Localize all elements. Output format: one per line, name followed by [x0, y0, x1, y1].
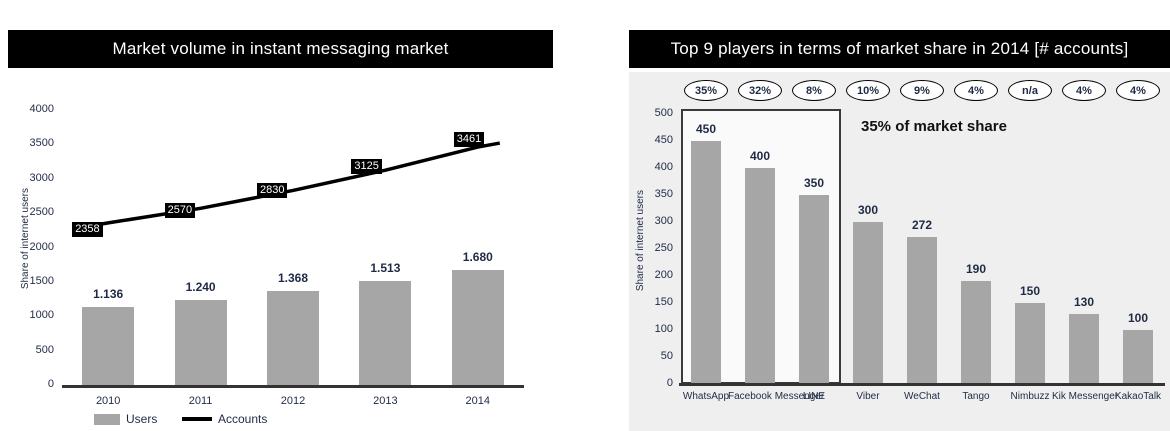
- x-tick-label: Tango: [962, 391, 990, 402]
- x-tick-label: Facebook Messenger: [728, 391, 825, 402]
- legend-accounts-label: Accounts: [218, 412, 268, 426]
- legend-users-label: Users: [126, 412, 158, 426]
- right-chart-panel: Top 9 players in terms of market share i…: [612, 0, 1170, 431]
- x-tick-label: 2013: [373, 395, 398, 407]
- teen-share-badge: n/a: [1008, 80, 1052, 101]
- bar-value-label: 1.368: [277, 270, 309, 285]
- right-x-axis-line: [679, 383, 1165, 386]
- teen-share-badge: 4%: [1062, 80, 1106, 101]
- teen-share-badge: 8%: [792, 80, 836, 101]
- users-swatch-icon: [94, 413, 120, 425]
- y-tick-label: 450: [654, 134, 673, 146]
- accounts-line-icon: [182, 417, 212, 421]
- y-tick-label: 3500: [29, 137, 54, 150]
- line-value-label: 2830: [257, 183, 288, 199]
- bar-value-label: 1.680: [462, 249, 493, 264]
- bar-value-label: 1.136: [93, 286, 124, 301]
- bar-value-label: 400: [749, 149, 771, 163]
- x-tick-label: WeChat: [904, 391, 940, 402]
- line-value-label: 3461: [453, 132, 485, 148]
- y-tick-label: 2000: [29, 240, 54, 253]
- bar: [1123, 330, 1153, 384]
- line-value-label: 2570: [164, 203, 196, 219]
- teen-share-badge: 4%: [1116, 80, 1160, 101]
- left-plot-area: [62, 110, 524, 385]
- y-tick-label: 1500: [29, 274, 54, 287]
- x-tick-label: Nimbuzz: [1010, 391, 1050, 402]
- bar-value-label: 300: [857, 203, 879, 217]
- left-chart-title: Market volume in instant messaging marke…: [8, 30, 553, 68]
- bar: [451, 269, 504, 385]
- bar-value-label: 1.240: [185, 279, 216, 294]
- bar: [174, 299, 227, 385]
- y-tick-label: 500: [35, 343, 54, 356]
- y-tick-label: 2500: [29, 206, 54, 219]
- teen-share-badge: 10%: [846, 80, 890, 101]
- right-chart-title: Top 9 players in terms of market share i…: [629, 30, 1170, 68]
- bar-value-label: 272: [911, 218, 933, 233]
- right-plot-canvas: Share of internet users 0 50 100 150 200 250 3…: [629, 72, 1170, 431]
- teen-share-badge: 4%: [954, 80, 998, 101]
- x-tick-label: 2012: [280, 395, 306, 407]
- x-tick-label: KakaoTalk: [1114, 391, 1162, 402]
- bar-value-label: 450: [695, 122, 717, 136]
- bar: [745, 168, 775, 384]
- bar: [82, 306, 135, 385]
- bar-value-label: 130: [1073, 294, 1095, 309]
- x-tick-label: Viber: [856, 391, 880, 402]
- x-tick-label: 2010: [95, 395, 121, 407]
- teen-share-badge: 9%: [900, 80, 944, 101]
- legend-users: Users: [94, 412, 157, 426]
- y-tick-label: 150: [654, 296, 673, 308]
- y-tick-label: 1000: [29, 309, 54, 322]
- y-tick-label: 300: [654, 215, 673, 227]
- bar: [267, 290, 319, 385]
- line-value-label: 3125: [351, 159, 382, 175]
- bar: [961, 281, 991, 384]
- x-tick-label: Kik Messenger: [1052, 391, 1119, 402]
- y-tick-label: 3000: [29, 171, 54, 184]
- y-tick-label: 0: [47, 378, 54, 390]
- line-value-label: 2358: [72, 221, 103, 237]
- bar-value-label: 100: [1127, 311, 1149, 325]
- y-tick-label: 100: [654, 323, 673, 335]
- y-tick-label: 500: [654, 107, 673, 119]
- y-tick-label: 0: [666, 377, 673, 389]
- y-tick-label: 250: [654, 242, 673, 254]
- bar-value-label: 190: [965, 262, 987, 277]
- teen-share-badge: 35%: [684, 80, 728, 101]
- teen-share-badge: 32%: [738, 80, 782, 101]
- legend-accounts: Accounts: [182, 412, 267, 426]
- y-tick-label: 4000: [29, 103, 54, 115]
- y-tick-label: 200: [654, 269, 673, 281]
- y-tick-label: 350: [654, 188, 673, 200]
- y-tick-label: 400: [654, 161, 673, 173]
- bar: [1015, 303, 1045, 384]
- left-chart-panel: Market volume in instant messaging marke…: [8, 30, 553, 426]
- bar: [907, 237, 937, 384]
- y-tick-label: 50: [660, 350, 673, 362]
- accounts-line-series: [71, 141, 501, 231]
- x-tick-label: 2014: [465, 395, 491, 407]
- bar: [359, 280, 412, 385]
- bar: [853, 222, 883, 384]
- bar-value-label: 150: [1019, 284, 1041, 298]
- bar-value-label: 350: [803, 176, 825, 190]
- bar: [799, 195, 829, 384]
- bar: [691, 141, 721, 384]
- bar: [1069, 313, 1099, 384]
- x-tick-label: LINE: [802, 391, 826, 402]
- x-tick-label: WhatsApp: [682, 391, 730, 402]
- left-x-axis-line: [62, 385, 524, 388]
- market-share-annotation: 35% of market share: [861, 118, 1007, 135]
- x-tick-label: 2011: [188, 395, 213, 407]
- bar-value-label: 1.513: [370, 260, 401, 275]
